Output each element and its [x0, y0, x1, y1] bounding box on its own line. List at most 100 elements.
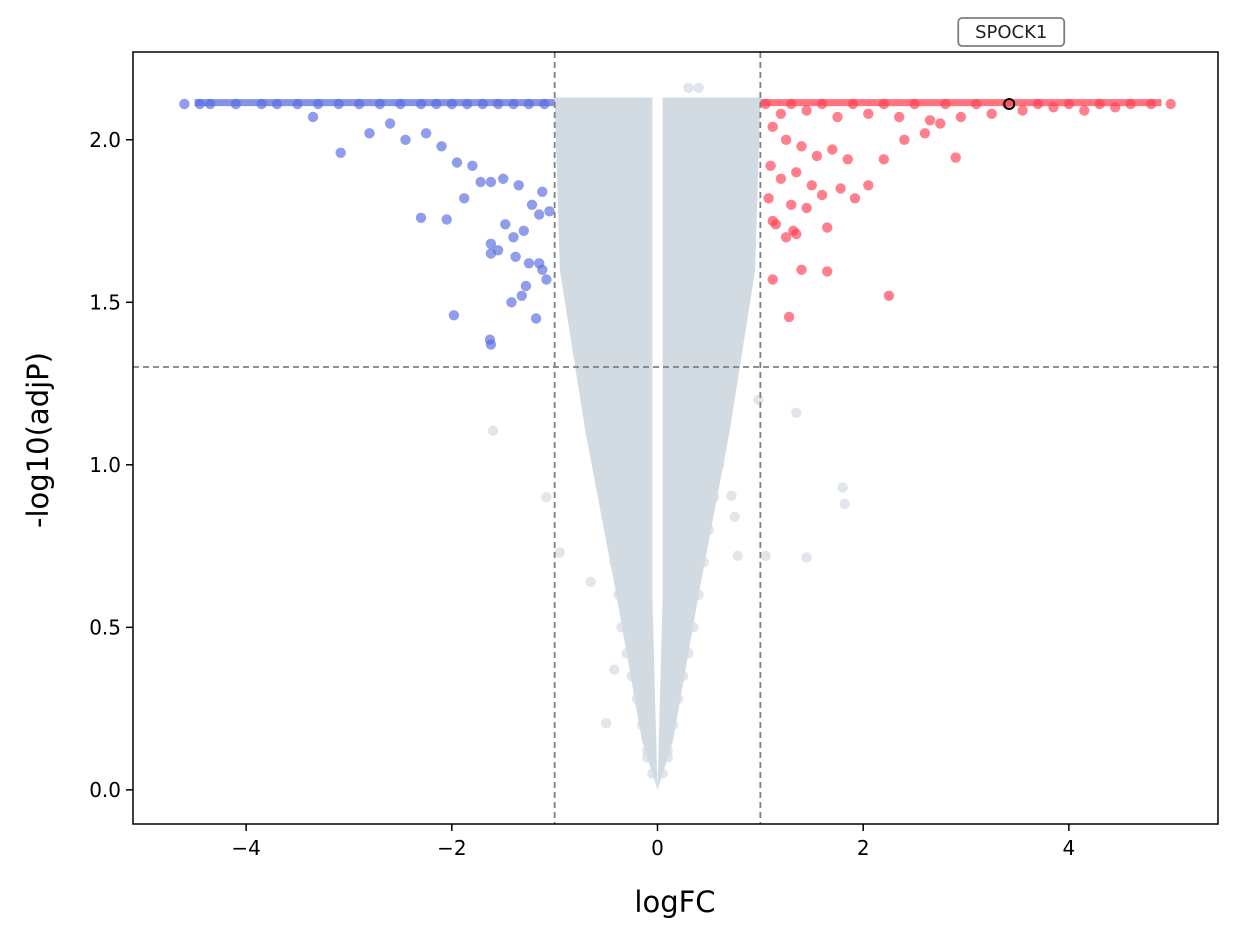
point-down [492, 98, 504, 110]
point-ns [554, 547, 565, 558]
point-up [801, 202, 812, 214]
point-ns [609, 557, 620, 568]
point-up [832, 111, 843, 123]
point-down [500, 219, 511, 230]
point-up [935, 118, 946, 129]
point-up [1032, 98, 1044, 110]
point-ns [585, 378, 596, 389]
point-ns [726, 490, 737, 501]
point-up [847, 98, 859, 110]
point-up [986, 108, 997, 120]
point-down [374, 98, 385, 110]
point-ns [595, 459, 607, 470]
point-up [950, 152, 961, 163]
point-ns [600, 410, 612, 422]
point-up [863, 108, 874, 120]
point-down [541, 274, 552, 285]
point-ns [693, 82, 704, 94]
point-down [292, 98, 303, 110]
point-down [485, 339, 497, 350]
point-ns [714, 459, 725, 470]
point-down [354, 98, 365, 110]
point-up [894, 111, 905, 123]
point-down [312, 98, 324, 110]
point-down [518, 225, 529, 236]
point-ns [636, 719, 648, 731]
x-tick-label: 2 [857, 836, 870, 860]
point-up [1110, 102, 1121, 113]
point-ns [693, 475, 704, 487]
x-tick-label: 4 [1063, 836, 1076, 860]
point-ns [642, 745, 653, 757]
plot-frame [132, 51, 1219, 825]
point-down [510, 251, 521, 262]
point-up [1125, 98, 1136, 110]
point-ns [585, 576, 596, 587]
point-up [783, 311, 795, 323]
point-down [459, 193, 470, 204]
point-ns [616, 518, 627, 529]
point-ns [744, 199, 756, 210]
point-ns [693, 589, 704, 600]
y-tick-label: 0.0 [89, 778, 121, 802]
point-ns [739, 232, 751, 243]
point-up [940, 98, 951, 110]
point-ns [683, 82, 694, 94]
point-ns [698, 443, 709, 454]
point-down [516, 290, 527, 301]
point-up [1165, 98, 1176, 110]
point-up [878, 98, 889, 110]
point-down [400, 134, 411, 145]
point-down [420, 128, 432, 139]
point-ns [678, 605, 689, 617]
point-ns [600, 718, 612, 729]
point-down [462, 98, 473, 110]
point-ns [585, 336, 596, 347]
point-up [816, 98, 828, 110]
point-down [395, 98, 406, 110]
y-tick-label: 1.5 [89, 290, 121, 314]
point-up [1063, 98, 1075, 110]
point-up [883, 290, 895, 301]
y-tick-label: 2.0 [89, 128, 121, 152]
point-up [1079, 105, 1090, 116]
point-down [451, 157, 463, 168]
point-down [534, 209, 545, 220]
point-down [539, 98, 550, 110]
point-ns [801, 552, 812, 563]
point-down [485, 248, 497, 259]
point-ns [708, 492, 720, 503]
point-ns [667, 719, 679, 731]
point-up [924, 115, 936, 126]
point-up [1146, 98, 1157, 110]
point-down [441, 214, 452, 225]
point-ns [698, 557, 709, 568]
point-down [179, 98, 190, 110]
point-up [760, 98, 771, 110]
point-ns [724, 313, 735, 324]
point-ns [657, 768, 668, 779]
point-ns [541, 492, 552, 503]
point-down [415, 98, 427, 110]
point-up [780, 232, 792, 243]
point-down [544, 206, 555, 217]
point-down [526, 199, 538, 210]
y-tick-label: 1.0 [89, 453, 121, 477]
point-ns [683, 648, 694, 659]
point-ns [662, 745, 673, 757]
point-ns [631, 693, 643, 705]
point-ns [703, 410, 715, 422]
point-down [506, 297, 517, 308]
point-ns [703, 524, 715, 535]
point-down [475, 176, 486, 188]
down-density-band [194, 99, 555, 107]
point-ns [678, 670, 689, 682]
point-up [765, 160, 776, 171]
point-down [271, 98, 283, 110]
point-ns [734, 258, 745, 269]
point-down [534, 258, 545, 269]
point-ns [631, 654, 643, 665]
point-ns [719, 336, 730, 347]
point-down [307, 111, 319, 123]
point-ns [559, 199, 571, 210]
